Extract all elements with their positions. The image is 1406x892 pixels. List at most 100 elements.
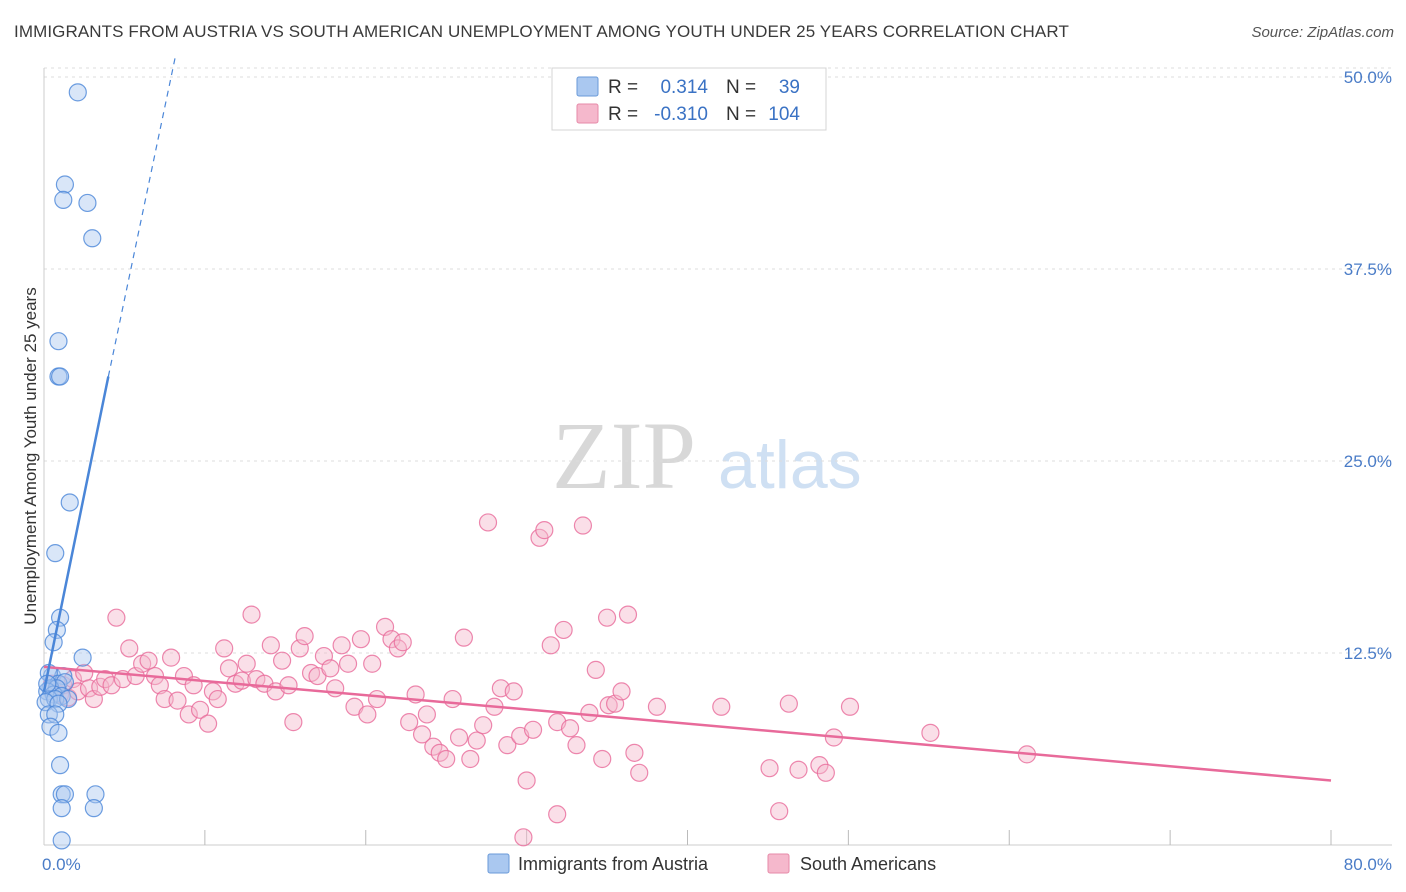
gridlines <box>44 67 1392 654</box>
watermark-atlas: atlas <box>718 427 862 503</box>
y-tick-labels: 12.5% 25.0% 37.5% 50.0% <box>1344 68 1392 663</box>
south-americans-point <box>618 605 638 624</box>
south-americans-point <box>625 743 644 762</box>
austria-point <box>83 229 102 248</box>
south-americans-point <box>593 749 612 769</box>
austria-point <box>84 799 103 818</box>
legend-n-value-2: 104 <box>768 104 800 125</box>
austria-point <box>39 689 58 709</box>
south-americans-point <box>449 728 469 747</box>
south-americans-point <box>332 636 351 655</box>
legend-r-value-1: 0.314 <box>660 77 708 98</box>
south-americans-point <box>523 720 543 739</box>
south-americans-point <box>351 630 371 649</box>
legend-swatch-blue <box>576 76 599 97</box>
south-americans-point <box>237 654 256 673</box>
austria-point <box>73 648 92 667</box>
series-legend-swatch-south-americans <box>767 853 790 874</box>
south-americans-point <box>478 513 498 532</box>
y-tick-label: 25.0% <box>1344 452 1392 471</box>
legend-r-value-2: -0.310 <box>654 104 708 125</box>
south-americans-point <box>208 689 227 709</box>
correlation-legend: R = 0.314 N = 39 R = -0.310 N = 104 <box>551 67 827 131</box>
x-tick-label-end: 80.0% <box>1344 855 1392 874</box>
south-americans-point <box>816 763 835 782</box>
austria-point <box>68 83 87 102</box>
austria-point <box>55 785 75 804</box>
south-americans-point <box>393 633 412 652</box>
legend-r-label-2: R = <box>608 104 638 125</box>
austria-point <box>50 367 70 386</box>
south-americans-point <box>120 639 139 658</box>
south-americans-point <box>190 700 210 719</box>
south-americans-point <box>321 659 340 678</box>
austria-point <box>52 799 71 818</box>
series-legend-label-south-americans: South Americans <box>800 854 936 874</box>
south-americans-point <box>215 639 234 658</box>
south-americans-point <box>580 703 599 723</box>
south-americans-point <box>437 749 456 769</box>
south-americans-point <box>179 705 198 724</box>
south-americans-point <box>107 608 126 627</box>
south-americans-point <box>789 760 808 779</box>
south-americans-point <box>554 620 573 640</box>
austria-point <box>46 544 65 563</box>
south-americans-point <box>517 771 536 790</box>
south-americans-point <box>382 630 401 649</box>
austria-points <box>36 83 105 850</box>
legend-swatch-pink <box>576 103 599 124</box>
south-americans-point <box>504 682 523 701</box>
south-americans-point <box>454 628 473 647</box>
y-tick-label: 12.5% <box>1344 644 1392 663</box>
austria-point <box>86 785 105 804</box>
south-americans-point <box>498 736 517 755</box>
south-americans-point <box>599 696 618 715</box>
south-americans-point <box>338 654 358 673</box>
south-americans-point <box>198 714 218 733</box>
austria-point <box>78 193 97 213</box>
south-americans-point <box>261 636 280 655</box>
austria-point <box>52 831 71 850</box>
south-americans-point <box>295 627 314 646</box>
series-legend-label-austria: Immigrants from Austria <box>518 854 709 874</box>
austria-point <box>49 332 68 351</box>
trend-lines <box>42 53 1332 782</box>
austria-point <box>50 756 70 775</box>
south-americans-point <box>548 805 567 824</box>
south-americans-point <box>535 521 554 540</box>
series-legend-swatch-austria <box>487 853 510 874</box>
austria-trend-extension <box>107 53 177 377</box>
south-americans-point <box>102 676 121 695</box>
south-americans-point <box>779 694 798 713</box>
austria-point <box>59 689 78 709</box>
south-americans-point <box>541 636 560 655</box>
south-americans-point <box>560 719 580 738</box>
austria-point <box>55 175 75 194</box>
south-americans-point <box>647 697 667 716</box>
south-americans-point <box>474 716 493 735</box>
south-americans-point <box>612 682 631 701</box>
x-axis-ticks <box>204 830 1332 845</box>
south-americans-point <box>284 713 303 732</box>
south-americans-point <box>139 651 158 670</box>
legend-n-label-1: N = <box>726 77 756 98</box>
south-americans-point <box>597 608 617 627</box>
south-americans-point <box>840 697 860 716</box>
y-tick-label: 37.5% <box>1344 260 1392 279</box>
south-americans-point <box>161 648 181 667</box>
y-axis-title: Unemployment Among Youth under 25 years <box>21 287 40 624</box>
south-americans-point <box>567 736 586 755</box>
south-americans-point <box>443 689 462 709</box>
south-americans-point <box>412 725 432 744</box>
chart-source: Source: ZipAtlas.com <box>1251 24 1394 41</box>
south-americans-point <box>417 705 436 724</box>
south-americans-point <box>388 639 408 658</box>
watermark-zip: ZIP <box>552 402 696 509</box>
south-americans-point <box>921 723 940 742</box>
south-americans-point <box>467 731 486 750</box>
austria-point <box>54 190 73 209</box>
south-americans-points <box>42 513 1037 847</box>
legend-n-label-2: N = <box>726 104 756 125</box>
south-americans-point <box>586 660 605 679</box>
